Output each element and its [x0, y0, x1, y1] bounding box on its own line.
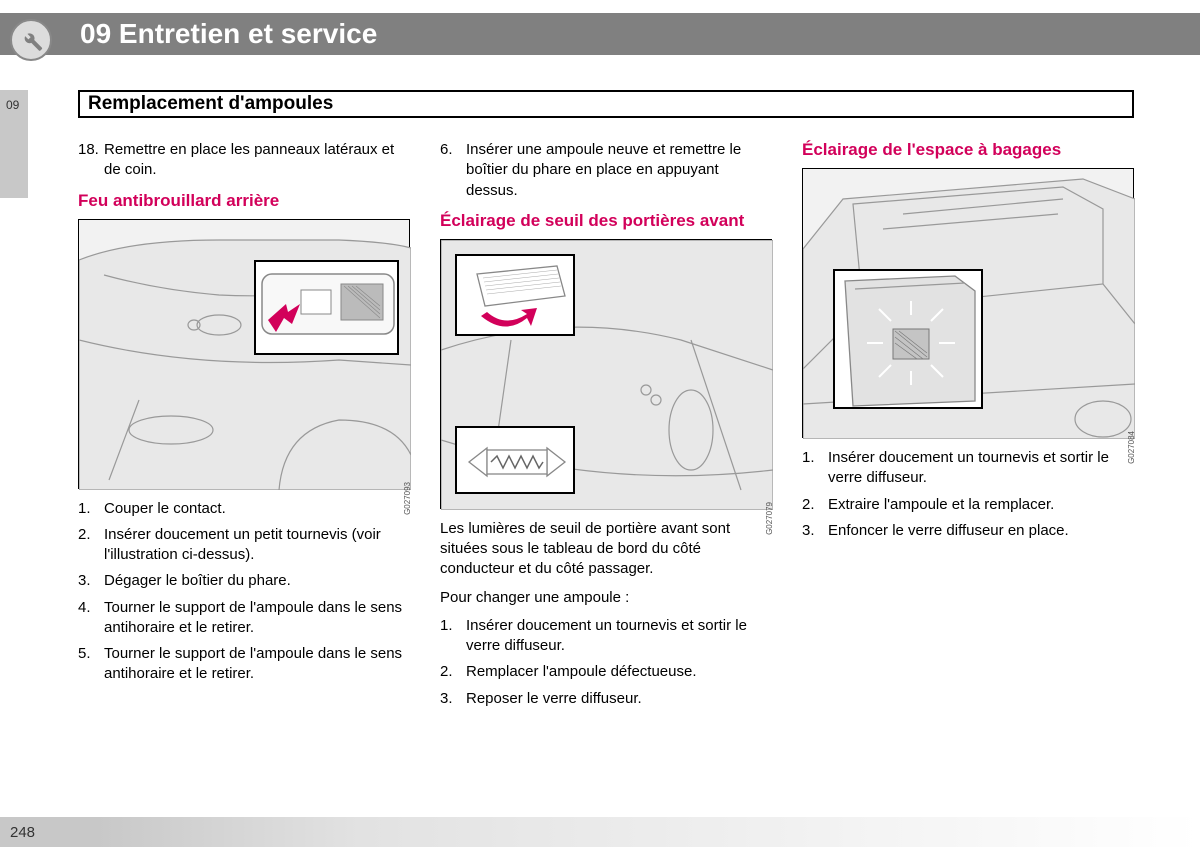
list-item: 3.Reposer le verre diffuseur. — [440, 689, 772, 709]
section-title: Remplacement d'ampoules — [88, 93, 333, 115]
steps-col1: 1.Couper le contact. 2.Insérer doucement… — [78, 499, 410, 685]
paragraph: Les lumières de seuil de portière avant … — [440, 519, 772, 580]
figure-rear-fog: G027093 — [78, 219, 410, 489]
chapter-bar: 09 Entretien et service — [0, 13, 1200, 55]
steps-col3: 1.Insérer doucement un tournevis et sort… — [802, 448, 1134, 541]
subheading-fog-light: Feu antibrouillard arrière — [78, 191, 410, 211]
list-item: 18. Remettre en place les panneaux latér… — [78, 140, 410, 181]
paragraph: Pour changer une ampoule : — [440, 588, 772, 608]
footer-strip: 248 — [0, 817, 1200, 847]
list-item: 3.Dégager le boîtier du phare. — [78, 571, 410, 591]
figure-code: G027084 — [1127, 431, 1136, 464]
subheading-sill-light: Éclairage de seuil des portières avant — [440, 211, 772, 231]
list-item: 6. Insérer une ampoule neuve et remettre… — [440, 140, 772, 201]
wrench-icon — [10, 19, 52, 61]
chapter-title: 09 Entretien et service — [80, 18, 377, 50]
side-tab: 09 — [0, 90, 28, 198]
page-number: 248 — [10, 824, 35, 841]
list-item: 2.Insérer doucement un petit tournevis (… — [78, 525, 410, 566]
list-item: 1.Insérer doucement un tournevis et sort… — [802, 448, 1134, 489]
section-bar: Remplacement d'ampoules — [78, 90, 1134, 118]
figure-luggage: G027084 — [802, 168, 1134, 438]
figure-code: G027079 — [765, 502, 774, 535]
column-1: 18. Remettre en place les panneaux latér… — [78, 140, 410, 715]
list-item: 2.Remplacer l'ampoule défectueuse. — [440, 662, 772, 682]
list-item: 4.Tourner le support de l'ampoule dans l… — [78, 598, 410, 639]
subheading-luggage-light: Éclairage de l'espace à bagages — [802, 140, 1134, 160]
list-item: 5.Tourner le support de l'ampoule dans l… — [78, 644, 410, 685]
content-columns: 18. Remettre en place les panneaux latér… — [78, 140, 1134, 715]
column-2: 6. Insérer une ampoule neuve et remettre… — [440, 140, 772, 715]
steps-col2: 1.Insérer doucement un tournevis et sort… — [440, 616, 772, 709]
side-tab-label: 09 — [6, 98, 19, 112]
figure-door-sill: G027079 — [440, 239, 772, 509]
column-3: Éclairage de l'espace à bagages — [802, 140, 1134, 715]
list-item: 3.Enfoncer le verre diffuseur en place. — [802, 521, 1134, 541]
list-item: 1.Insérer doucement un tournevis et sort… — [440, 616, 772, 657]
list-item: 1.Couper le contact. — [78, 499, 410, 519]
list-item: 2.Extraire l'ampoule et la remplacer. — [802, 495, 1134, 515]
figure-code: G027093 — [403, 482, 412, 515]
